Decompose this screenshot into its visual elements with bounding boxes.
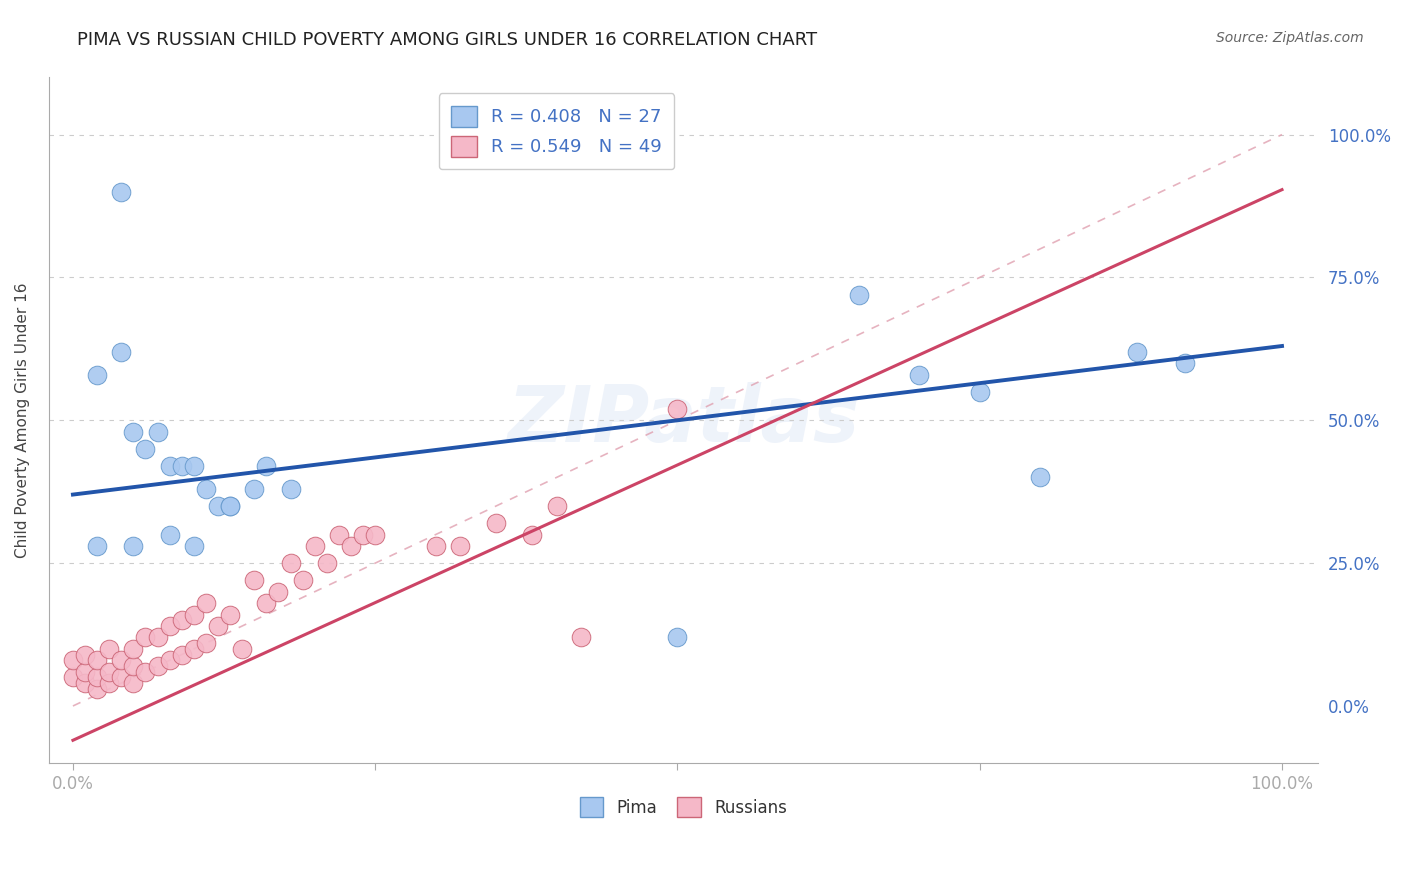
Point: [522, 527, 544, 541]
Point: [110, 670, 132, 684]
Point: [86, 539, 108, 553]
Point: [122, 659, 145, 673]
Point: [110, 653, 132, 667]
Point: [485, 516, 508, 530]
Point: [134, 665, 156, 679]
Point: [98, 665, 121, 679]
Point: [231, 641, 253, 656]
Point: [146, 659, 169, 673]
Point: [194, 636, 217, 650]
Point: [98, 676, 121, 690]
Text: PIMA VS RUSSIAN CHILD POVERTY AMONG GIRLS UNDER 16 CORRELATION CHART: PIMA VS RUSSIAN CHILD POVERTY AMONG GIRL…: [77, 31, 817, 49]
Point: [170, 648, 193, 662]
Point: [73, 665, 96, 679]
Point: [134, 442, 156, 456]
Point: [243, 574, 266, 588]
Point: [280, 556, 302, 570]
Text: Source: ZipAtlas.com: Source: ZipAtlas.com: [1216, 31, 1364, 45]
Point: [159, 458, 181, 473]
Point: [73, 676, 96, 690]
Point: [183, 641, 205, 656]
Point: [1029, 470, 1052, 484]
Point: [159, 527, 181, 541]
Point: [146, 425, 169, 439]
Point: [304, 539, 326, 553]
Point: [364, 527, 387, 541]
Point: [328, 527, 350, 541]
Point: [280, 482, 302, 496]
Point: [194, 596, 217, 610]
Point: [267, 584, 290, 599]
Point: [86, 653, 108, 667]
Point: [86, 368, 108, 382]
Point: [254, 596, 277, 610]
Point: [183, 607, 205, 622]
Point: [315, 556, 337, 570]
Point: [62, 670, 84, 684]
Point: [340, 539, 363, 553]
Point: [62, 653, 84, 667]
Point: [110, 185, 132, 199]
Point: [219, 499, 242, 513]
Point: [291, 574, 314, 588]
Point: [207, 619, 229, 633]
Point: [1126, 344, 1149, 359]
Point: [666, 401, 689, 416]
Point: [219, 499, 242, 513]
Point: [170, 613, 193, 627]
Text: ZIPatlas: ZIPatlas: [508, 383, 859, 458]
Y-axis label: Child Poverty Among Girls Under 16: Child Poverty Among Girls Under 16: [15, 283, 30, 558]
Point: [122, 641, 145, 656]
Point: [159, 653, 181, 667]
Point: [122, 676, 145, 690]
Point: [122, 539, 145, 553]
Point: [207, 499, 229, 513]
Point: [73, 648, 96, 662]
Point: [183, 539, 205, 553]
Point: [1174, 356, 1197, 370]
Point: [219, 607, 242, 622]
Legend: Pima, Russians: Pima, Russians: [574, 791, 793, 823]
Point: [666, 631, 689, 645]
Point: [86, 670, 108, 684]
Point: [86, 681, 108, 696]
Point: [848, 287, 870, 301]
Point: [254, 458, 277, 473]
Point: [969, 384, 991, 399]
Point: [110, 344, 132, 359]
Point: [122, 425, 145, 439]
Point: [243, 482, 266, 496]
Point: [159, 619, 181, 633]
Point: [352, 527, 374, 541]
Point: [194, 482, 217, 496]
Point: [425, 539, 447, 553]
Point: [183, 458, 205, 473]
Point: [569, 631, 592, 645]
Point: [449, 539, 471, 553]
Point: [98, 641, 121, 656]
Point: [170, 458, 193, 473]
Point: [134, 631, 156, 645]
Point: [908, 368, 931, 382]
Point: [146, 631, 169, 645]
Point: [546, 499, 568, 513]
